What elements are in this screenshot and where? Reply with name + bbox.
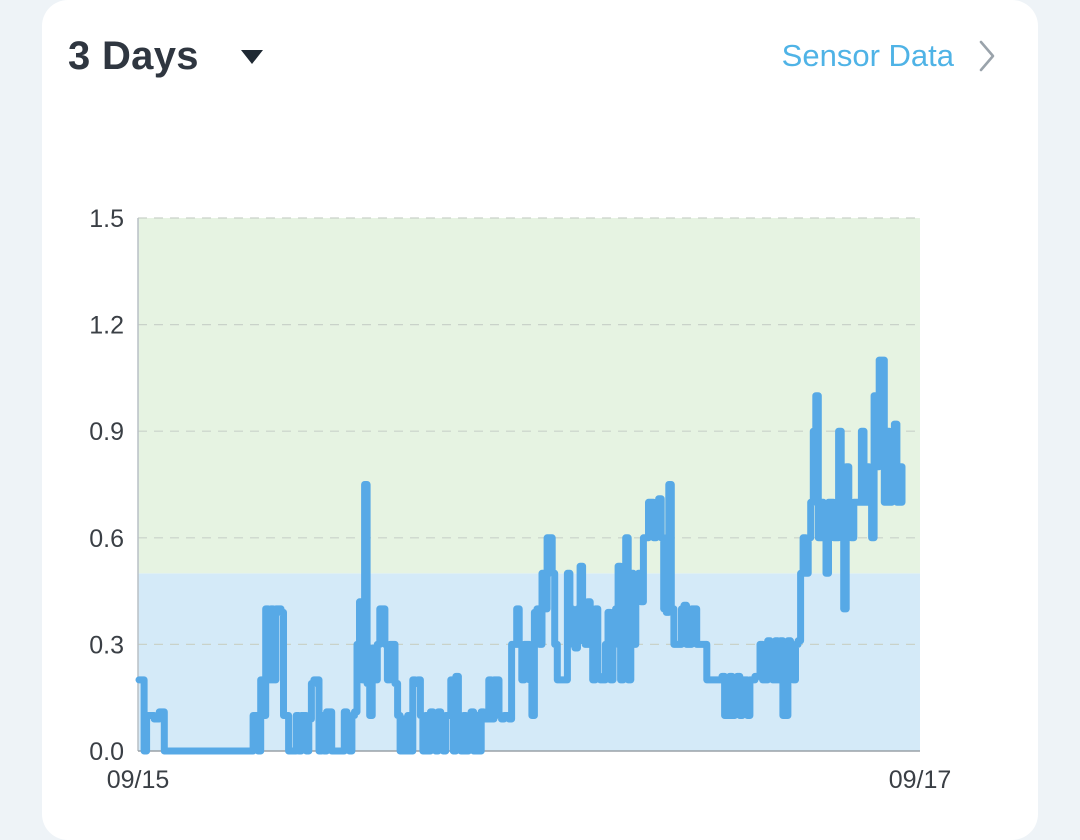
time-range-label: 3 Days (68, 34, 199, 78)
time-range-dropdown[interactable]: 3 Days (68, 34, 263, 79)
band-1 (138, 218, 920, 574)
series-line-0 (135, 356, 906, 755)
y-tick-label: 0.9 (89, 418, 124, 446)
x-tick-label: 09/17 (889, 766, 952, 794)
chevron-right-icon (978, 39, 996, 73)
sensor-data-link[interactable]: Sensor Data (782, 38, 996, 74)
y-tick-label: 0.6 (89, 525, 124, 553)
x-tick-label: 09/15 (107, 766, 170, 794)
y-tick-label: 0.3 (89, 631, 124, 659)
y-tick-label: 1.5 (89, 205, 124, 233)
y-tick-label: 0.0 (89, 738, 124, 766)
sensor-data-label: Sensor Data (781, 38, 954, 73)
y-tick-label: 1.2 (89, 312, 124, 340)
caret-down-icon (240, 49, 263, 64)
